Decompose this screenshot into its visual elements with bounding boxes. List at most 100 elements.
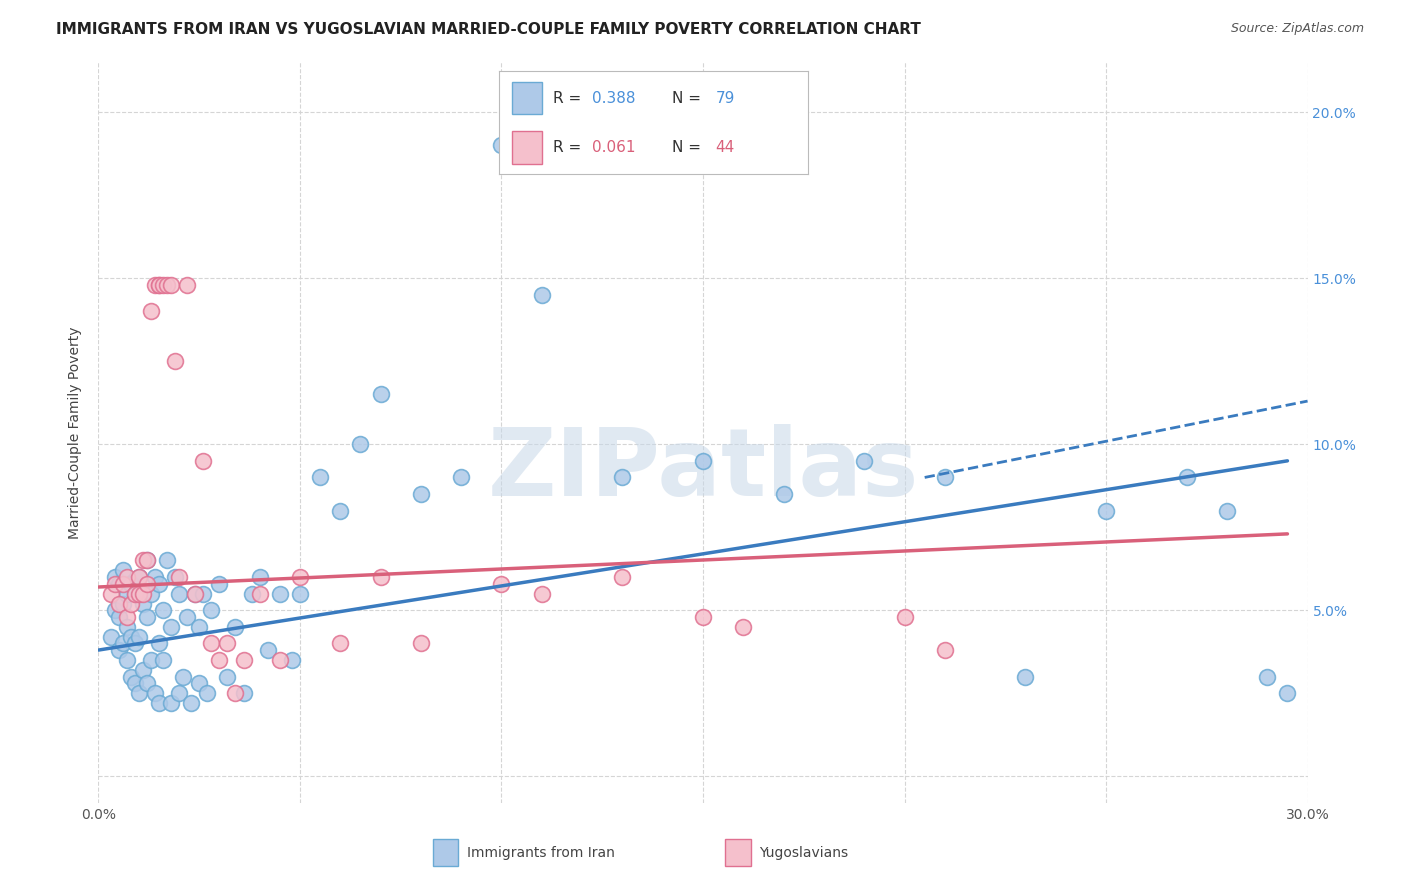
Point	[934, 470, 956, 484]
Point	[143, 570, 166, 584]
Point	[167, 686, 190, 700]
Point	[217, 670, 239, 684]
Point	[156, 553, 179, 567]
Point	[176, 277, 198, 292]
Point	[733, 620, 755, 634]
Point	[188, 620, 211, 634]
Point	[148, 277, 170, 292]
Point	[491, 138, 513, 153]
Point	[249, 587, 271, 601]
Y-axis label: Married-Couple Family Poverty: Married-Couple Family Poverty	[69, 326, 83, 539]
Point	[167, 570, 190, 584]
Point	[135, 610, 157, 624]
Point	[148, 576, 170, 591]
Point	[200, 636, 222, 650]
Point	[269, 587, 291, 601]
Point	[111, 597, 134, 611]
Point	[450, 470, 472, 484]
Point	[107, 610, 129, 624]
Point	[934, 643, 956, 657]
Point	[103, 603, 125, 617]
Point	[124, 676, 146, 690]
Point	[530, 288, 553, 302]
Point	[370, 570, 392, 584]
Point	[143, 686, 166, 700]
Point	[195, 686, 218, 700]
Point	[1014, 670, 1036, 684]
FancyBboxPatch shape	[512, 131, 543, 163]
Point	[329, 503, 352, 517]
Text: IMMIGRANTS FROM IRAN VS YUGOSLAVIAN MARRIED-COUPLE FAMILY POVERTY CORRELATION CH: IMMIGRANTS FROM IRAN VS YUGOSLAVIAN MARR…	[56, 22, 921, 37]
Point	[160, 277, 183, 292]
Point	[1256, 670, 1278, 684]
Text: 0.061: 0.061	[592, 140, 636, 155]
Point	[329, 636, 352, 650]
Point	[124, 587, 146, 601]
Point	[148, 277, 170, 292]
Point	[132, 663, 155, 677]
Point	[193, 454, 215, 468]
Point	[224, 620, 246, 634]
Point	[120, 630, 142, 644]
Point	[167, 587, 190, 601]
Point	[256, 643, 278, 657]
Point	[409, 487, 432, 501]
Text: R =: R =	[554, 140, 586, 155]
Point	[139, 653, 162, 667]
Point	[853, 454, 876, 468]
Point	[160, 620, 183, 634]
Point	[208, 653, 231, 667]
FancyBboxPatch shape	[512, 82, 543, 114]
Point	[148, 636, 170, 650]
Point	[128, 570, 150, 584]
Text: Yugoslavians: Yugoslavians	[759, 846, 848, 860]
Point	[370, 387, 392, 401]
Point	[132, 553, 155, 567]
Point	[176, 610, 198, 624]
Point	[188, 676, 211, 690]
Text: 79: 79	[716, 90, 735, 105]
Point	[135, 553, 157, 567]
Text: N =: N =	[672, 90, 706, 105]
Text: Source: ZipAtlas.com: Source: ZipAtlas.com	[1230, 22, 1364, 36]
Point	[115, 570, 138, 584]
Point	[184, 587, 207, 601]
Point	[288, 570, 311, 584]
Point	[208, 576, 231, 591]
Point	[128, 686, 150, 700]
Point	[107, 643, 129, 657]
Point	[612, 470, 634, 484]
Point	[135, 553, 157, 567]
Point	[139, 587, 162, 601]
Point	[240, 587, 263, 601]
Point	[115, 587, 138, 601]
Point	[692, 454, 714, 468]
Point	[115, 620, 138, 634]
Text: 44: 44	[716, 140, 735, 155]
Point	[128, 630, 150, 644]
Point	[111, 563, 134, 577]
Point	[152, 603, 174, 617]
Point	[124, 587, 146, 601]
Point	[107, 597, 129, 611]
Point	[217, 636, 239, 650]
Point	[1095, 503, 1118, 517]
Text: ZIPatlas: ZIPatlas	[488, 424, 918, 516]
Point	[163, 570, 186, 584]
Point	[152, 653, 174, 667]
Point	[103, 576, 125, 591]
Point	[135, 676, 157, 690]
Point	[128, 570, 150, 584]
Point	[184, 587, 207, 601]
Point	[180, 696, 202, 710]
Point	[132, 597, 155, 611]
Text: Immigrants from Iran: Immigrants from Iran	[467, 846, 614, 860]
Point	[530, 587, 553, 601]
Point	[409, 636, 432, 650]
Point	[111, 576, 134, 591]
Point	[115, 610, 138, 624]
FancyBboxPatch shape	[725, 839, 751, 866]
Point	[120, 670, 142, 684]
Point	[1277, 686, 1299, 700]
Point	[249, 570, 271, 584]
